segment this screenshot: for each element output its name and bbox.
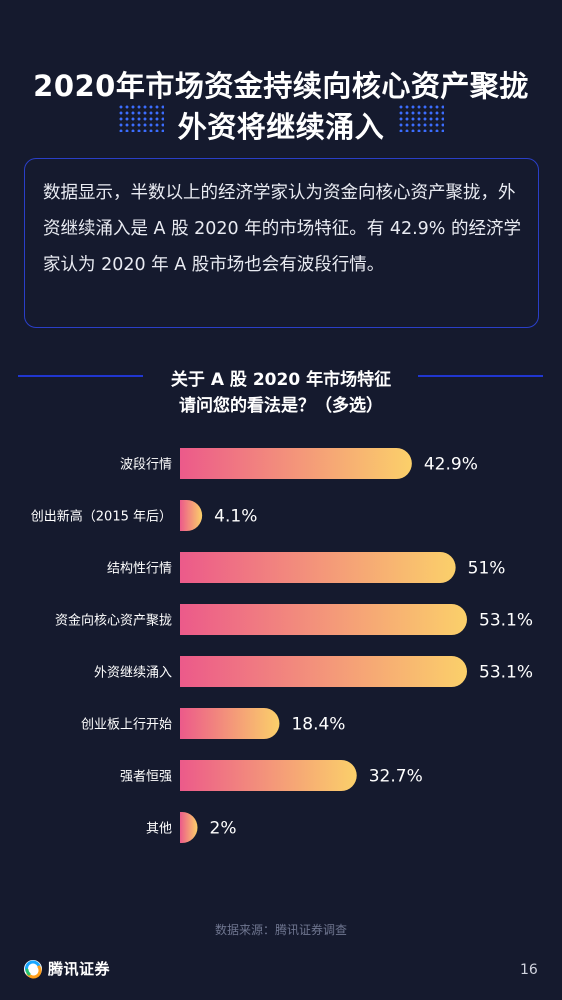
intro-text: 数据显示，半数以上的经济学家认为资金向核心资产聚拢，外资继续涌入是 A 股 20… [43, 183, 521, 275]
data-source: 数据来源：腾讯证券调查 [214, 923, 347, 937]
value-label: 18.4% [291, 715, 345, 735]
page-number: 16 [520, 962, 538, 978]
value-label: 2% [210, 819, 237, 839]
category-label: 资金向核心资产聚拢 [55, 613, 172, 629]
bar [180, 708, 280, 739]
bar [180, 604, 467, 635]
chart-question-line1: 关于 A 股 2020 年市场特征 [170, 370, 392, 390]
value-label: 32.7% [369, 767, 423, 787]
decorative-dot-grid-right [398, 104, 444, 132]
page-title: 2020年市场资金持续向核心资产聚拢 [33, 69, 529, 103]
bar [180, 760, 357, 791]
bar [180, 656, 467, 687]
category-label: 其他 [146, 822, 172, 837]
category-label: 创出新高（2015 年后） [31, 509, 172, 525]
chart-question-line2: 请问您的看法是？（多选） [179, 396, 383, 416]
value-label: 53.1% [479, 611, 533, 631]
page-subtitle: 外资将继续涌入 [177, 110, 385, 144]
value-label: 42.9% [424, 455, 478, 475]
category-label: 结构性行情 [107, 562, 172, 577]
intro-box: 数据显示，半数以上的经济学家认为资金向核心资产聚拢，外资继续涌入是 A 股 20… [24, 158, 539, 328]
bar-chart: 波段行情 42.9% 创出新高（2015 年后） 4.1% 结构性行情 51% 资金向核心资… [31, 448, 533, 843]
bar [180, 812, 198, 843]
value-label: 53.1% [479, 663, 533, 683]
bar [180, 448, 412, 479]
brand: 腾讯证券 [23, 958, 110, 979]
category-label: 创业板上行开始 [81, 718, 172, 733]
bar [180, 552, 456, 583]
section-divider-right [418, 375, 543, 377]
category-label: 外资继续涌入 [94, 666, 172, 681]
bar [180, 500, 203, 531]
section-divider-left [18, 375, 143, 377]
decorative-dot-grid-left [118, 104, 164, 132]
value-label: 51% [468, 559, 506, 579]
category-label: 强者恒强 [120, 770, 172, 785]
tencent-securities-logo-icon [24, 959, 42, 979]
brand-name: 腾讯证券 [48, 960, 111, 978]
value-label: 4.1% [214, 507, 257, 527]
category-label: 波段行情 [120, 458, 172, 473]
